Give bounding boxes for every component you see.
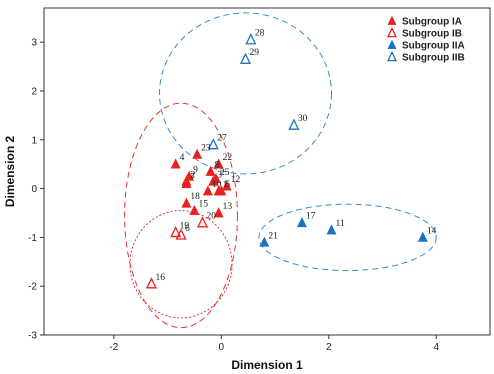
point-28 bbox=[245, 33, 257, 45]
point-label-12: 12 bbox=[231, 175, 241, 185]
point-label-1: 1 bbox=[223, 180, 228, 190]
point-label-29: 29 bbox=[250, 48, 260, 58]
legend-entry: Subgroup IIA bbox=[402, 41, 465, 52]
point-17 bbox=[296, 217, 307, 228]
y-axis-title: Dimension 2 bbox=[3, 136, 17, 208]
plot-frame bbox=[43, 7, 491, 336]
point-15 bbox=[189, 204, 200, 215]
point-12 bbox=[221, 180, 232, 191]
x-tick-label: 2 bbox=[326, 342, 332, 353]
point-8 bbox=[205, 165, 216, 176]
legend-entry: Subgroup IB bbox=[402, 29, 462, 40]
point-19 bbox=[170, 225, 182, 238]
point-label-22: 22 bbox=[223, 153, 233, 163]
point-25 bbox=[210, 173, 221, 184]
cluster-ellipses bbox=[124, 12, 437, 329]
point-label-25: 25 bbox=[220, 168, 230, 178]
cluster-ellipse-4 bbox=[258, 203, 437, 272]
y-tick-label: 3 bbox=[31, 38, 37, 49]
legend-entry: Subgroup IIB bbox=[402, 53, 465, 64]
y-tick-label: -1 bbox=[28, 233, 37, 244]
point-label-5: 5 bbox=[225, 180, 230, 190]
point-22 bbox=[213, 158, 224, 169]
point-label-8: 8 bbox=[215, 161, 220, 171]
point-9 bbox=[184, 170, 195, 181]
point-label-30: 30 bbox=[298, 114, 308, 124]
point-20 bbox=[196, 216, 209, 228]
legend-marker bbox=[386, 26, 398, 38]
x-axis-title: Dimension 1 bbox=[231, 358, 303, 372]
point-29 bbox=[239, 52, 252, 64]
point-18 bbox=[181, 197, 192, 208]
point-label-16: 16 bbox=[155, 273, 165, 283]
point-label-3: 3 bbox=[217, 170, 222, 180]
cluster-ellipse-2 bbox=[129, 210, 233, 319]
point-14 bbox=[417, 231, 428, 242]
point-label-4: 4 bbox=[180, 153, 185, 163]
point-label-7: 7 bbox=[190, 173, 195, 183]
point-11 bbox=[326, 224, 337, 235]
point-label-21: 21 bbox=[268, 231, 278, 241]
y-tick-label: 2 bbox=[31, 86, 37, 97]
point-21 bbox=[259, 236, 270, 247]
point-label-17: 17 bbox=[306, 212, 316, 222]
y-tick-label: 0 bbox=[31, 184, 37, 195]
cluster-ellipse-3 bbox=[159, 12, 332, 175]
point-5 bbox=[216, 185, 227, 196]
point-27 bbox=[207, 138, 219, 150]
y-tick-label: -3 bbox=[28, 331, 37, 342]
point-label-14: 14 bbox=[427, 226, 437, 236]
point-label-2: 2 bbox=[190, 170, 195, 180]
point-label-19: 19 bbox=[180, 222, 190, 232]
x-tick-label: 0 bbox=[219, 342, 225, 353]
point-30 bbox=[288, 118, 300, 130]
point-4 bbox=[170, 158, 181, 169]
y-tick-label: 1 bbox=[31, 135, 37, 146]
point-7 bbox=[181, 177, 192, 189]
point-23 bbox=[192, 148, 203, 159]
point-16 bbox=[145, 277, 158, 289]
point-10 bbox=[202, 185, 213, 196]
point-label-10: 10 bbox=[212, 180, 222, 190]
cluster-ellipse-1 bbox=[124, 102, 238, 329]
legend-marker bbox=[386, 50, 398, 62]
point-label-18: 18 bbox=[190, 192, 200, 202]
point-label-13: 13 bbox=[223, 202, 233, 212]
legend-marker bbox=[387, 15, 397, 25]
point-label-23: 23 bbox=[201, 143, 211, 153]
legend-marker bbox=[387, 39, 397, 49]
point-label-9: 9 bbox=[193, 165, 198, 175]
point-13 bbox=[213, 207, 224, 218]
point-label-6: 6 bbox=[185, 224, 190, 234]
point-label-28: 28 bbox=[255, 29, 265, 39]
point-label-15: 15 bbox=[198, 200, 208, 210]
point-label-27: 27 bbox=[217, 134, 227, 144]
point-label-11: 11 bbox=[335, 219, 344, 229]
data-points bbox=[145, 33, 428, 289]
legend-entry: Subgroup IA bbox=[402, 17, 462, 28]
y-tick-label: -2 bbox=[28, 282, 37, 293]
x-tick-label: -2 bbox=[109, 342, 118, 353]
x-tick-label: 4 bbox=[433, 342, 439, 353]
point-label-20: 20 bbox=[207, 212, 217, 222]
